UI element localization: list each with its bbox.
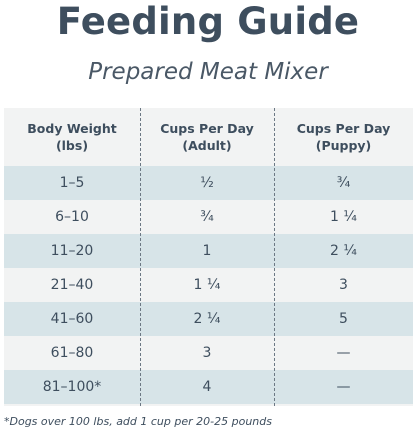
header-body-weight: Body Weight (lbs) [4, 120, 140, 154]
body-weight-cell: 6–10 [55, 209, 89, 225]
column-divider [140, 108, 141, 406]
puppy-cups-cell: — [336, 379, 351, 395]
table-row: 81–100* 4 — [4, 370, 413, 404]
table-row: 41–60 2 ¼ 5 [4, 302, 413, 336]
page-title: Feeding Guide [56, 0, 360, 43]
adult-cups-cell: 1 ¼ [193, 277, 221, 293]
header-cups-puppy: Cups Per Day (Puppy) [274, 120, 413, 154]
feeding-table: Body Weight (lbs) Cups Per Day (Adult) C… [4, 108, 413, 406]
puppy-cups-cell: 5 [339, 311, 348, 327]
header-cups-adult: Cups Per Day (Adult) [140, 120, 274, 154]
adult-cups-cell: 4 [202, 379, 212, 395]
header-cups-puppy-line-1: Cups Per Day [296, 121, 391, 136]
adult-cups-cell: ¾ [200, 209, 214, 225]
table-row: 1–5 ½ ¾ [4, 166, 413, 200]
puppy-cups-cell: 1 ¼ [330, 209, 357, 225]
footnote: *Dogs over 100 lbs, add 1 cup per 20-25 … [4, 415, 272, 428]
table-row: 11–20 1 2 ¼ [4, 234, 413, 268]
header-body-weight-line-1: Body Weight [27, 121, 117, 136]
body-weight-cell: 1–5 [59, 175, 85, 191]
header-cups-puppy-line-2: (Puppy) [315, 138, 372, 153]
adult-cups-cell: 1 [202, 243, 212, 259]
body-weight-cell: 11–20 [50, 243, 94, 259]
puppy-cups-cell: 3 [339, 277, 348, 293]
table-row: 61–80 3 — [4, 336, 413, 370]
body-weight-cell: 21–40 [50, 277, 94, 293]
header-cups-adult-line-1: Cups Per Day [160, 121, 254, 136]
puppy-cups-cell: ¾ [336, 175, 351, 191]
table-header-row: Body Weight (lbs) Cups Per Day (Adult) C… [4, 108, 413, 166]
page-subtitle: Prepared Meat Mixer [88, 59, 328, 85]
table-row: 6–10 ¾ 1 ¼ [4, 200, 413, 234]
adult-cups-cell: 3 [202, 345, 212, 361]
puppy-cups-cell: — [336, 345, 351, 361]
header-body-weight-line-2: (lbs) [55, 138, 89, 153]
adult-cups-cell: ½ [200, 175, 214, 191]
adult-cups-cell: 2 ¼ [193, 311, 221, 327]
puppy-cups-cell: 2 ¼ [330, 243, 357, 259]
column-divider [274, 108, 275, 406]
body-weight-cell: 61–80 [50, 345, 94, 361]
body-weight-cell: 41–60 [50, 311, 94, 327]
header-cups-adult-line-2: (Adult) [182, 138, 232, 153]
body-weight-cell: 81–100* [42, 379, 102, 395]
table-row: 21–40 1 ¼ 3 [4, 268, 413, 302]
